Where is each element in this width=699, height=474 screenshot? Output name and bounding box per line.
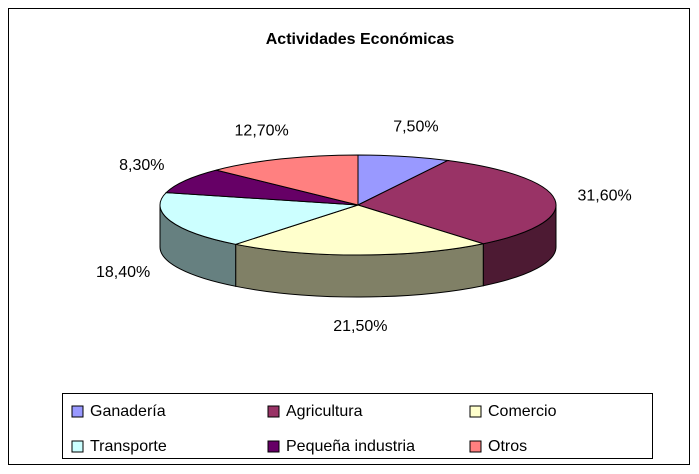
legend-label: Comercio: [488, 403, 557, 420]
legend-swatch: [71, 440, 84, 453]
legend-label: Pequeña industria: [286, 438, 415, 455]
pie-slice: [165, 169, 359, 206]
pie-slice: [356, 159, 557, 245]
data-label: 8,30%: [119, 157, 164, 174]
data-label: 31,60%: [577, 188, 631, 205]
data-label: 12,70%: [235, 123, 289, 140]
legend-label: Ganadería: [90, 403, 166, 420]
legend-swatch: [267, 405, 280, 418]
data-label: 7,50%: [393, 118, 438, 135]
legend-label: Agricultura: [286, 403, 363, 420]
pie-slice: [216, 154, 359, 206]
pie-slice: [159, 192, 359, 245]
legend-swatch: [469, 405, 482, 418]
legend-swatch: [469, 440, 482, 453]
data-label: 21,50%: [333, 318, 387, 335]
legend-swatch: [267, 440, 280, 453]
data-label: 18,40%: [96, 264, 150, 281]
legend-box: [62, 393, 653, 459]
legend-swatch: [71, 405, 84, 418]
chart-title: Actividades Económicas: [266, 31, 455, 48]
legend-label: Otros: [488, 438, 527, 455]
legend-label: Transporte: [90, 438, 167, 455]
pie-slice: [233, 204, 484, 256]
